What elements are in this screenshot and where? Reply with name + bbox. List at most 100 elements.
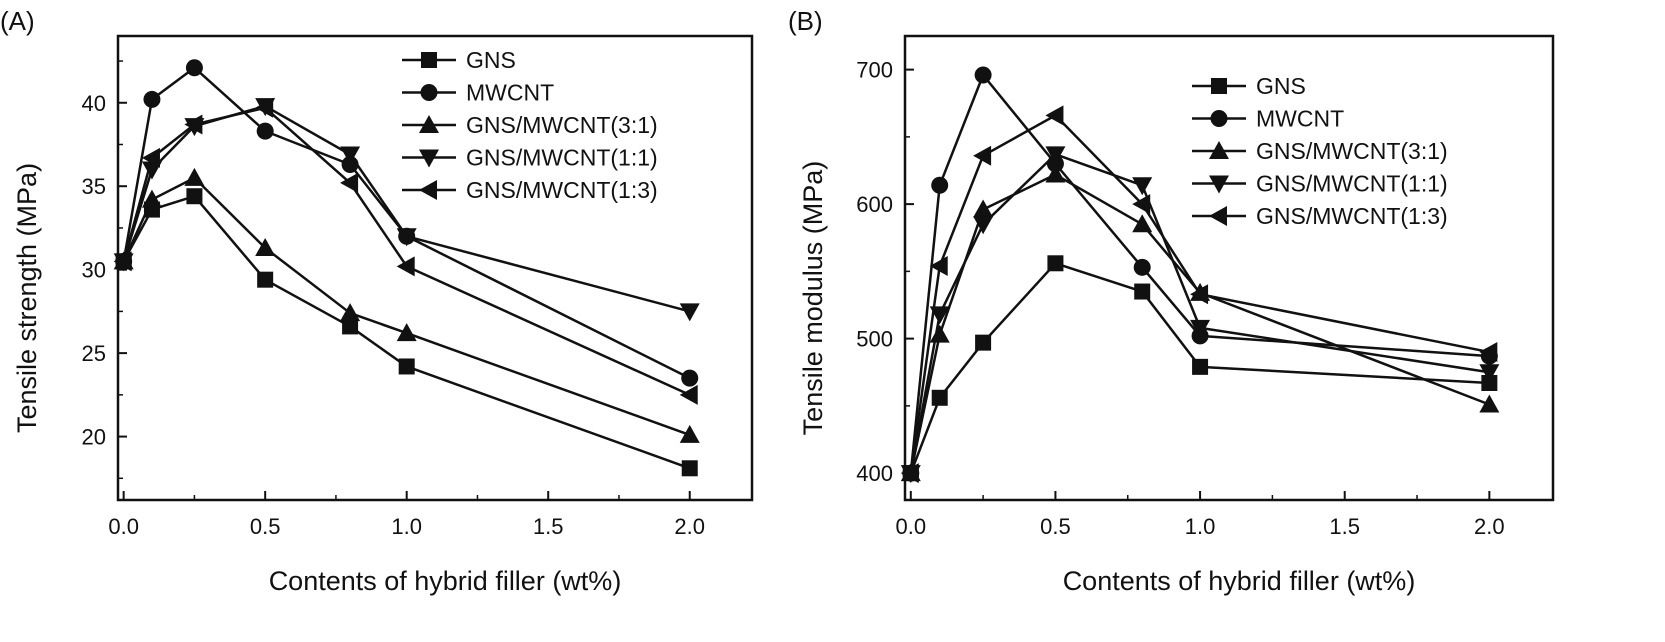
legend-marker [1209,206,1227,226]
data-point [929,306,950,325]
plot-frame [116,34,754,502]
panel-label: (A) [0,6,35,36]
data-point [141,147,160,168]
legend-label: MWCNT [466,80,554,106]
series-1 [902,66,1498,482]
data-point [340,146,361,165]
x-tick-label: 1.5 [533,514,564,539]
data-point [1133,258,1151,276]
x-tick-label: 0.5 [250,514,281,539]
panel-label: (B) [788,6,823,36]
y-tick-label: 700 [856,58,893,83]
data-point [340,172,359,193]
data-point [1481,374,1498,391]
data-point [1132,177,1153,196]
data-point [255,97,274,118]
data-point [257,271,274,288]
data-point [396,256,415,277]
legend-marker [1210,110,1228,127]
data-point [929,255,948,276]
data-point [255,237,276,256]
data-point [931,389,948,406]
chart-panel-0: (A) 0.0 0.5 1.0 1.5 2.0 20 25 30 35 40 Contents of … [0,6,754,596]
data-point [184,167,205,186]
plot-frame [903,34,1555,502]
y-tick-label: 600 [856,192,893,217]
data-point [1479,364,1500,383]
legend-label: GNS [466,47,516,73]
data-point [973,199,994,218]
legend-label: GNS [1256,73,1306,99]
x-tick-label: 2.0 [1474,514,1505,539]
data-point [340,303,361,322]
legend-label: GNS/MWCNT(1:3) [1256,203,1448,229]
data-point [141,189,162,208]
data-point [973,145,992,166]
x-tick-label: 2.0 [674,514,705,539]
chart-panel-1: (B) 0.0 0.5 1.0 1.5 2.0 400 500 600 700 Contents o… [788,6,1555,596]
series-line [909,73,1490,474]
data-point [1132,194,1151,215]
y-tick-label: 25 [82,341,106,366]
y-axis-title: Tensile modulus (MPa) [798,161,828,436]
legend-label: GNS/MWCNT(1:1) [466,145,658,171]
data-point [113,251,132,272]
x-tick-label: 0.0 [895,514,926,539]
data-point [396,228,417,247]
data-point [342,318,359,335]
y-tick-label: 40 [82,91,106,116]
x-tick-label: 1.0 [1185,514,1216,539]
y-tick-label: 30 [82,258,106,283]
y-tick-label: 20 [82,425,106,450]
legend-label: GNS/MWCNT(1:1) [1256,171,1448,197]
data-point [1479,342,1498,363]
x-tick-label: 0.5 [1040,514,1071,539]
series-2 [113,167,700,443]
x-axis-title: Contents of hybrid filler (wt%) [269,566,622,596]
data-point [679,424,700,443]
data-point [1134,283,1151,300]
x-tick-label: 0.0 [108,514,139,539]
data-point [974,66,992,84]
data-point [396,323,417,342]
y-tick-label: 400 [856,461,893,486]
data-point [185,59,203,77]
data-point [1045,164,1066,183]
data-point [143,90,161,108]
legend-marker [421,52,437,68]
data-point [679,384,698,405]
legend-label: GNS/MWCNT(3:1) [466,112,658,138]
y-tick-label: 500 [856,327,893,352]
data-point [900,463,919,484]
data-point [973,216,994,235]
legend-marker [1211,78,1227,94]
legend: GNS MWCNT GNS/MWCNT(3:1) GNS/MWCNT(1:1) GNS/… [402,47,658,203]
legend-label: MWCNT [1256,106,1344,132]
series-line [122,176,691,437]
legend-label: GNS/MWCNT(1:3) [466,177,658,203]
data-point [184,114,203,135]
data-point [1479,394,1500,413]
data-point [1190,319,1211,338]
data-point [929,324,950,343]
legend-marker [419,115,439,133]
legend-marker [1209,175,1229,194]
x-tick-label: 1.0 [391,514,422,539]
series-3 [900,146,1500,484]
data-point [681,460,698,477]
data-point [1192,358,1209,375]
legend-marker [419,149,439,168]
data-point [398,358,415,375]
data-point [1190,284,1209,305]
data-point [679,303,700,322]
series-4 [900,105,1498,484]
data-point [681,369,699,387]
x-axis-title: Contents of hybrid filler (wt%) [1063,566,1416,596]
legend-marker [1209,141,1229,159]
x-tick-label: 1.5 [1329,514,1360,539]
data-point [186,188,203,205]
legend-marker [419,180,437,200]
series-4 [113,97,698,405]
